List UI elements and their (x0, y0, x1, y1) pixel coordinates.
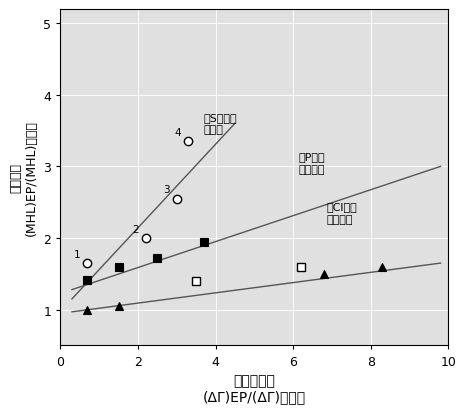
Text: 含Cl系极
压剂的油: 含Cl系极 压剂的油 (326, 202, 357, 224)
Text: 3: 3 (163, 185, 170, 195)
Text: 2: 2 (132, 224, 139, 234)
Y-axis label: 载荷性能
(MHL)EP/(MHL)基础油: 载荷性能 (MHL)EP/(MHL)基础油 (10, 120, 38, 235)
X-axis label: 化学反应性
(ΔΓ)EP/(ΔΓ)基础油: 化学反应性 (ΔΓ)EP/(ΔΓ)基础油 (203, 373, 306, 404)
Text: 含S系极压
剂的油: 含S系极压 剂的油 (204, 112, 238, 135)
Text: 1: 1 (74, 249, 81, 259)
Text: 4: 4 (175, 128, 181, 138)
Text: 含P系极
压剂的油: 含P系极 压剂的油 (299, 152, 326, 174)
